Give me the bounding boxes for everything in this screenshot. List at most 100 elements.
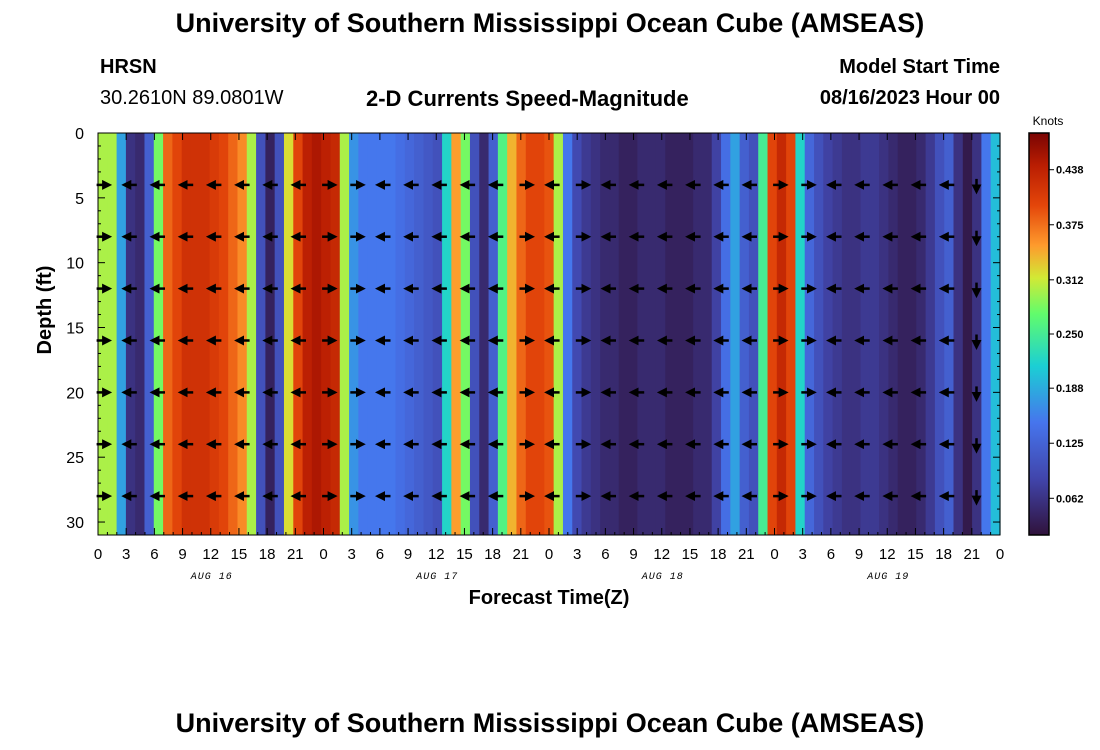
heatmap-column	[163, 133, 173, 535]
x-tick-label: 3	[348, 546, 356, 563]
heatmap-column	[711, 133, 722, 535]
colorbar-gradient	[1028, 132, 1050, 536]
colorbar: 0.062 0.125 0.188 0.250 0.312 0.375 0.438	[1028, 132, 1084, 536]
x-tick-label: 21	[287, 546, 304, 563]
heatmap-column	[209, 133, 220, 535]
y-tick-label: 0	[75, 126, 84, 143]
heatmap-column	[600, 133, 611, 535]
colorbar-tick-label: 0.125	[1056, 438, 1084, 450]
x-tick-label: 15	[682, 546, 699, 563]
x-tick-label: 18	[484, 546, 501, 563]
heatmap-column	[748, 133, 759, 535]
heatmap-column	[628, 133, 638, 535]
heatmap-column	[125, 133, 136, 535]
heatmap-column	[851, 133, 862, 535]
station-name: HRSN	[100, 56, 157, 78]
heatmap-column	[693, 133, 704, 535]
heatmap-column	[283, 133, 294, 535]
heatmap-column	[860, 133, 871, 535]
heatmap-column	[525, 133, 536, 535]
heatmap-column	[609, 133, 620, 535]
heatmap-column	[665, 133, 676, 535]
heatmap-column	[721, 133, 731, 535]
heatmap-column	[451, 133, 462, 535]
x-tick-label: 3	[799, 546, 807, 563]
colorbar-tick-label: 0.188	[1056, 383, 1084, 395]
date-label: AUG 16	[190, 572, 233, 583]
heatmap-column	[767, 133, 778, 535]
heatmap-column	[758, 133, 769, 535]
current-vectors	[96, 178, 982, 506]
heatmap-column	[107, 133, 118, 535]
heatmap-column	[674, 133, 685, 535]
y-tick-label: 30	[66, 515, 84, 532]
heatmap-column	[135, 133, 146, 535]
axes: 0 3 6 9 12 15 18 21 0 3 6 9 12 15 18 21 0 3 6 9 12 15 18 21 0 3 6 9…	[66, 126, 1004, 583]
heatmap-column	[841, 133, 852, 535]
x-tick-label: 9	[404, 546, 412, 563]
model-start-value: 08/16/2023 Hour 00	[819, 87, 1000, 109]
heatmap-column	[181, 133, 192, 535]
heatmap-column	[972, 133, 982, 535]
heatmap-column	[795, 133, 806, 535]
heatmap-column	[172, 133, 183, 535]
heatmap-column	[98, 133, 108, 535]
x-tick-label: 6	[827, 546, 835, 563]
colorbar-tick-label: 0.062	[1056, 493, 1084, 505]
x-tick-label: 15	[231, 546, 248, 563]
heatmap-column	[981, 133, 992, 535]
footer-title: University of Southern Mississippi Ocean…	[175, 708, 925, 738]
heatmap-column	[265, 133, 276, 535]
heatmap-column	[869, 133, 880, 535]
x-tick-label: 21	[963, 546, 980, 563]
y-tick-label: 20	[66, 385, 84, 402]
heatmap-column	[469, 133, 480, 535]
heatmap-column	[190, 133, 201, 535]
x-tick-label: 12	[202, 546, 219, 563]
date-label: AUG 17	[415, 572, 458, 583]
heatmap-cells	[98, 133, 1001, 535]
x-tick-label: 9	[629, 546, 637, 563]
x-tick-label: 3	[573, 546, 581, 563]
heatmap-column	[144, 133, 155, 535]
y-tick-label: 25	[66, 450, 84, 467]
heatmap-column	[432, 133, 443, 535]
heatmap-column	[293, 133, 304, 535]
heatmap-column	[442, 133, 452, 535]
heatmap-column	[618, 133, 629, 535]
heatmap-column	[897, 133, 908, 535]
heatmap-column	[814, 133, 824, 535]
heatmap-column	[200, 133, 211, 535]
heatmap-column	[646, 133, 657, 535]
heatmap-column	[507, 133, 518, 535]
heatmap-column	[739, 133, 750, 535]
heatmap-column	[776, 133, 787, 535]
heatmap-column	[590, 133, 601, 535]
date-label: AUG 19	[866, 572, 909, 583]
heatmap-column	[962, 133, 973, 535]
x-tick-label: 12	[879, 546, 896, 563]
heatmap-column	[321, 133, 332, 535]
colorbar-tick-label: 0.250	[1056, 329, 1084, 341]
x-tick-label: 0	[94, 546, 102, 563]
x-tick-label: 3	[122, 546, 130, 563]
date-label: AUG 18	[641, 572, 684, 583]
station-coordinates: 30.2610N 89.0801W	[100, 87, 284, 109]
heatmap-column	[879, 133, 890, 535]
heatmap-column	[479, 133, 490, 535]
heatmap-column	[990, 133, 1001, 535]
heatmap-column	[274, 133, 285, 535]
x-tick-label: 18	[710, 546, 727, 563]
x-tick-label: 12	[653, 546, 670, 563]
model-start-label: Model Start Time	[839, 56, 1000, 78]
heatmap-column	[702, 133, 713, 535]
heatmap-column	[339, 133, 350, 535]
x-axis-label: Forecast Time(Z)	[469, 587, 630, 609]
heatmap-column	[832, 133, 843, 535]
heatmap-column	[572, 133, 583, 535]
heatmap-column	[330, 133, 341, 535]
y-tick-label: 15	[66, 321, 84, 338]
heatmap-column	[488, 133, 499, 535]
heatmap-column	[246, 133, 257, 535]
